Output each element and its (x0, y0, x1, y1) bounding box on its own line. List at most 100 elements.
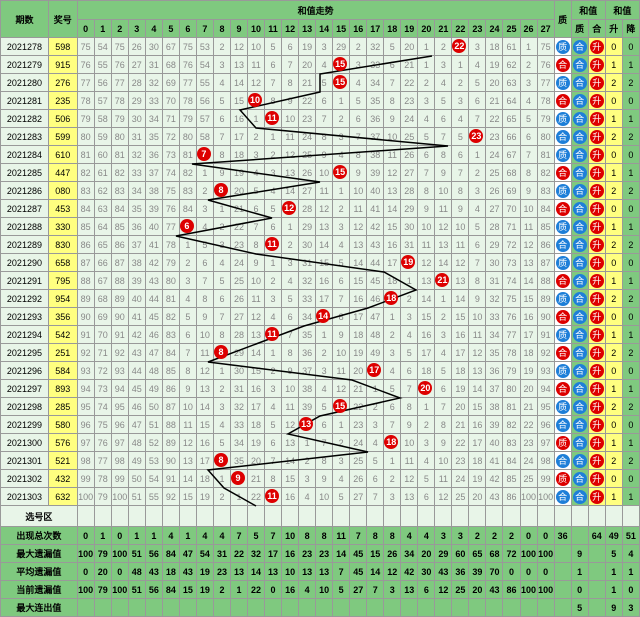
trend-node: 20 (418, 380, 435, 398)
qual-cell: 质 (554, 254, 571, 272)
prize-cell: 453 (48, 200, 77, 218)
prize-cell: 356 (48, 308, 77, 326)
period-cell: 2021293 (1, 308, 49, 326)
prize-cell: 447 (48, 164, 77, 182)
period-cell: 2021287 (1, 200, 49, 218)
trend-node: 22 (452, 38, 469, 56)
prize-cell: 235 (48, 92, 77, 110)
period-cell: 2021301 (1, 452, 49, 470)
period-cell: 2021291 (1, 272, 49, 290)
col-hezhi2: 和值 (605, 1, 639, 20)
qual-cell: 质 (554, 110, 571, 128)
trend-node: 8 (213, 182, 230, 200)
qual-cell: 质 (554, 434, 571, 452)
period-cell: 2021296 (1, 362, 49, 380)
prize-cell: 080 (48, 182, 77, 200)
trend-node: 19 (401, 254, 418, 272)
trend-node: 7 (196, 146, 213, 164)
period-cell: 2021290 (1, 254, 49, 272)
prize-cell: 576 (48, 434, 77, 452)
trend-node: 18 (384, 290, 401, 308)
qual-cell: 合 (554, 308, 571, 326)
qual-cell: 合 (554, 200, 571, 218)
prize-cell: 599 (48, 128, 77, 146)
prize-cell: 285 (48, 398, 77, 416)
trend-node: 15 (333, 74, 350, 92)
trend-node: 15 (333, 164, 350, 182)
period-cell: 2021280 (1, 74, 49, 92)
period-cell: 2021303 (1, 488, 49, 506)
prize-cell: 251 (48, 344, 77, 362)
col-qual: 质 (554, 1, 571, 38)
prize-cell: 893 (48, 380, 77, 398)
period-cell: 2021281 (1, 92, 49, 110)
trend-node: 12 (282, 200, 299, 218)
trend-node: 17 (367, 362, 384, 380)
trend-node: 11 (265, 110, 282, 128)
prize-cell: 610 (48, 146, 77, 164)
trend-node: 11 (265, 488, 282, 506)
trend-node: 10 (248, 92, 265, 110)
period-cell: 2021295 (1, 344, 49, 362)
trend-node: 21 (435, 272, 452, 290)
trend-node: 8 (213, 452, 230, 470)
prize-cell: 598 (48, 38, 77, 56)
col-trend: 和值走势 (77, 1, 554, 20)
period-cell: 2021283 (1, 128, 49, 146)
period-cell: 2021282 (1, 110, 49, 128)
prize-cell: 584 (48, 362, 77, 380)
trend-node: 23 (469, 128, 486, 146)
col-prize: 奖号 (48, 1, 77, 38)
qual-cell: 合 (554, 236, 571, 254)
stat-label: 出现总次数 (1, 527, 78, 545)
qual-cell: 合 (554, 488, 571, 506)
qual-cell: 合 (554, 128, 571, 146)
prize-cell: 542 (48, 326, 77, 344)
qual-cell: 质 (554, 38, 571, 56)
prize-cell: 276 (48, 74, 77, 92)
trend-node: 8 (213, 344, 230, 362)
period-cell: 2021302 (1, 470, 49, 488)
qual-cell: 质 (554, 290, 571, 308)
qual-cell: 质 (554, 146, 571, 164)
col-hezhi: 和值 (571, 1, 605, 20)
prize-cell: 432 (48, 470, 77, 488)
trend-node: 13 (299, 416, 316, 434)
period-cell: 2021284 (1, 146, 49, 164)
prize-cell: 632 (48, 488, 77, 506)
period-cell: 2021297 (1, 380, 49, 398)
prize-cell: 506 (48, 110, 77, 128)
prize-cell: 330 (48, 218, 77, 236)
period-cell: 2021288 (1, 218, 49, 236)
prize-cell: 915 (48, 56, 77, 74)
period-cell: 2021279 (1, 56, 49, 74)
period-cell: 2021289 (1, 236, 49, 254)
trend-node: 15 (333, 398, 350, 416)
prize-cell: 580 (48, 416, 77, 434)
qual-cell: 合 (554, 380, 571, 398)
qual-cell: 质 (554, 218, 571, 236)
period-cell: 2021298 (1, 398, 49, 416)
prize-cell: 830 (48, 236, 77, 254)
qual-cell: 合 (554, 344, 571, 362)
lottery-trend-table: 期数 奖号 和值走势 质 和值 和值 012345678910111213141… (0, 0, 640, 617)
period-cell: 2021285 (1, 164, 49, 182)
period-cell: 2021278 (1, 38, 49, 56)
col-period: 期数 (1, 1, 49, 38)
qual-cell: 质 (554, 74, 571, 92)
prize-cell: 795 (48, 272, 77, 290)
trend-node: 6 (179, 218, 196, 236)
period-cell: 2021286 (1, 182, 49, 200)
qual-cell: 合 (554, 272, 571, 290)
qual-cell: 合 (554, 452, 571, 470)
period-cell: 2021292 (1, 290, 49, 308)
period-cell: 2021294 (1, 326, 49, 344)
prize-cell: 521 (48, 452, 77, 470)
qual-cell: 质 (554, 470, 571, 488)
prize-cell: 658 (48, 254, 77, 272)
qual-cell: 合 (554, 164, 571, 182)
stat-label: 最大连出值 (1, 599, 78, 617)
prize-cell: 954 (48, 290, 77, 308)
trend-node: 11 (265, 326, 282, 344)
stat-label: 最大遗漏值 (1, 545, 78, 563)
